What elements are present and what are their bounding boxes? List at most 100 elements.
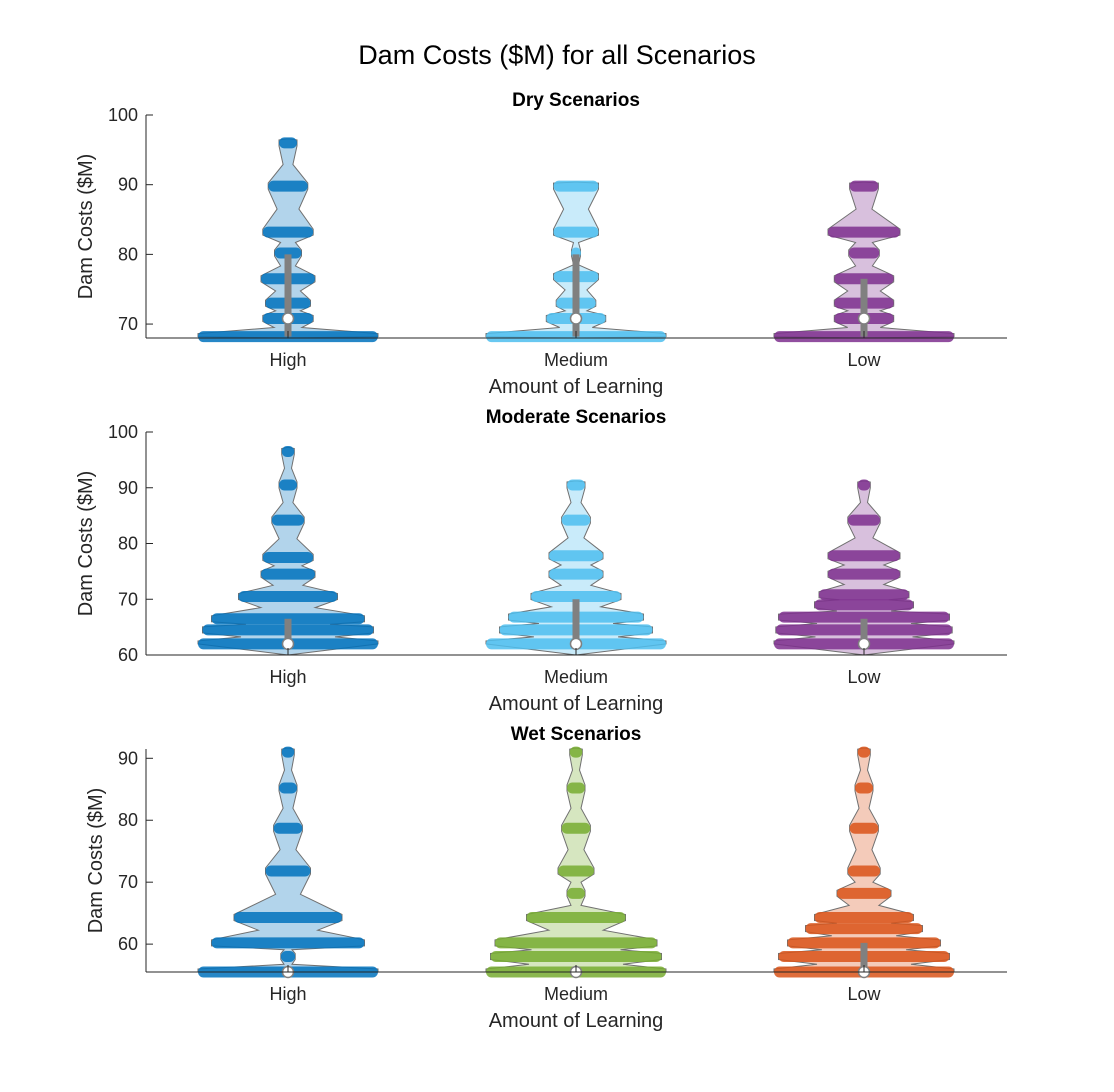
data-band [848, 247, 880, 259]
x-axis-label: Amount of Learning [489, 693, 664, 715]
violin-medium [485, 746, 667, 979]
median-marker [569, 312, 583, 325]
data-band [553, 180, 599, 192]
data-band [569, 746, 583, 758]
median-marker [857, 637, 871, 651]
median-marker [281, 312, 295, 325]
box-iqr [284, 254, 292, 337]
data-band [268, 180, 308, 192]
box-iqr [284, 618, 292, 644]
x-tick-label: Medium [544, 350, 608, 370]
median-marker [569, 637, 583, 651]
box-iqr [860, 278, 868, 337]
violin-high [197, 746, 379, 979]
panel-title: Moderate Scenarios [486, 407, 667, 428]
data-band [805, 923, 923, 935]
data-band [262, 226, 314, 238]
violin-medium [485, 479, 667, 656]
median-marker [857, 312, 871, 325]
data-band [567, 782, 585, 794]
y-tick-label: 80 [118, 534, 138, 554]
data-band [273, 822, 303, 834]
data-band [549, 550, 603, 562]
panel-1: Dry Scenarios 70 80 90 100 High Medium Low Amoun… [75, 90, 1007, 398]
data-band [558, 865, 594, 877]
data-band [279, 137, 297, 149]
data-band [274, 247, 302, 259]
box-iqr [572, 254, 580, 337]
data-band [561, 514, 591, 526]
data-band [814, 599, 914, 611]
y-tick-label: 100 [108, 105, 138, 125]
y-tick-label: 60 [118, 934, 138, 954]
panel-title: Dry Scenarios [512, 90, 640, 111]
data-band [531, 590, 621, 602]
y-tick-label: 70 [118, 314, 138, 334]
data-band [281, 746, 295, 758]
violin-low [773, 479, 955, 656]
x-tick-label: Low [847, 667, 881, 687]
violin-low [773, 180, 955, 343]
data-band [855, 782, 873, 794]
data-band [828, 568, 900, 580]
panel-2: Moderate Scenarios 60 70 80 90 100 High Medium L… [75, 407, 1007, 715]
data-band [561, 822, 591, 834]
box-iqr [860, 618, 868, 644]
y-tick-label: 90 [118, 748, 138, 768]
x-axis-label: Amount of Learning [489, 1010, 664, 1032]
violin-high [197, 137, 379, 343]
x-axis-label: Amount of Learning [489, 376, 664, 398]
y-tick-label: 90 [118, 478, 138, 498]
data-band [553, 226, 599, 238]
panel-title: Wet Scenarios [511, 724, 642, 745]
x-tick-label: Low [847, 984, 881, 1004]
data-band [490, 951, 662, 963]
panel-3: Wet Scenarios 60 70 80 90 High Medium Low Amount… [85, 724, 1007, 1032]
data-band [271, 514, 305, 526]
violin-low [773, 746, 955, 979]
y-axis-label: Dam Costs ($M) [85, 788, 107, 934]
x-tick-label: High [269, 350, 306, 370]
y-tick-label: 70 [118, 589, 138, 609]
figure-title: Dam Costs ($M) for all Scenarios [358, 40, 756, 70]
data-band [549, 568, 603, 580]
data-band [265, 865, 311, 877]
data-band [279, 479, 297, 491]
median-marker [281, 637, 295, 651]
y-tick-label: 60 [118, 645, 138, 665]
data-band [567, 479, 585, 491]
x-tick-label: Low [847, 350, 881, 370]
data-band [234, 911, 342, 923]
y-tick-label: 90 [118, 175, 138, 195]
violin-high [197, 446, 379, 656]
data-band [281, 446, 295, 458]
data-band [567, 887, 585, 899]
data-band [495, 937, 657, 949]
data-band [526, 911, 626, 923]
data-band [849, 822, 879, 834]
data-band [828, 550, 900, 562]
data-band [814, 911, 914, 923]
data-band [847, 514, 881, 526]
data-band [211, 937, 365, 949]
data-band [778, 611, 950, 623]
y-tick-label: 100 [108, 422, 138, 442]
data-band [837, 887, 891, 899]
y-tick-label: 80 [118, 810, 138, 830]
data-band [238, 590, 338, 602]
data-band [857, 479, 871, 491]
y-tick-label: 80 [118, 244, 138, 264]
box-iqr [572, 599, 580, 644]
data-band [828, 226, 900, 238]
y-axis-label: Dam Costs ($M) [75, 471, 97, 617]
x-tick-label: Medium [544, 667, 608, 687]
box-iqr [860, 942, 868, 972]
data-band [849, 180, 879, 192]
x-tick-label: Medium [544, 984, 608, 1004]
data-band [261, 568, 315, 580]
violin-medium [485, 180, 667, 343]
data-band [857, 746, 871, 758]
y-axis-label: Dam Costs ($M) [75, 154, 97, 300]
y-tick-label: 70 [118, 872, 138, 892]
